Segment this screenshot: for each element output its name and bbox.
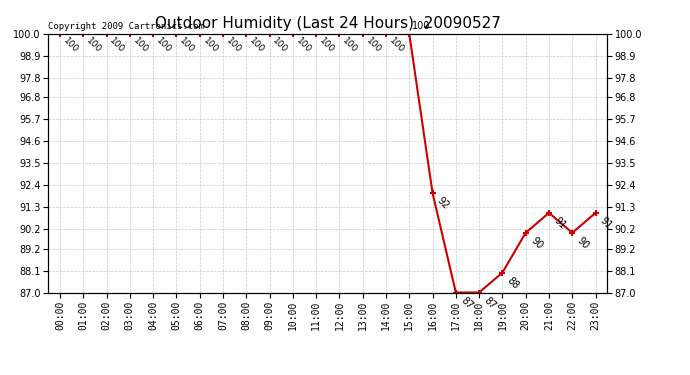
Text: 100: 100 [341, 36, 359, 55]
Text: 100: 100 [364, 36, 383, 55]
Text: 100: 100 [201, 36, 219, 55]
Text: 90: 90 [575, 236, 591, 251]
Title: Outdoor Humidity (Last 24 Hours)  20090527: Outdoor Humidity (Last 24 Hours) 2009052… [155, 16, 501, 31]
Text: 100: 100 [155, 36, 173, 55]
Text: 100: 100 [131, 36, 150, 55]
Text: 100: 100 [85, 36, 104, 55]
Text: Copyright 2009 Cartronics.com: Copyright 2009 Cartronics.com [48, 22, 204, 31]
Text: 100: 100 [412, 21, 431, 31]
Text: 100: 100 [271, 36, 290, 55]
Text: 88: 88 [505, 275, 521, 291]
Text: 91: 91 [598, 216, 614, 231]
Text: 100: 100 [248, 36, 266, 55]
Text: 87: 87 [482, 295, 497, 311]
Text: 100: 100 [108, 36, 126, 55]
Text: 100: 100 [294, 36, 313, 55]
Text: 87: 87 [459, 295, 475, 311]
Text: 100: 100 [61, 36, 80, 55]
Text: 100: 100 [224, 36, 243, 55]
Text: 100: 100 [317, 36, 336, 55]
Text: 100: 100 [178, 36, 197, 55]
Text: 92: 92 [435, 196, 451, 211]
Text: 100: 100 [387, 36, 406, 55]
Text: 91: 91 [552, 216, 567, 231]
Text: 90: 90 [529, 236, 544, 251]
